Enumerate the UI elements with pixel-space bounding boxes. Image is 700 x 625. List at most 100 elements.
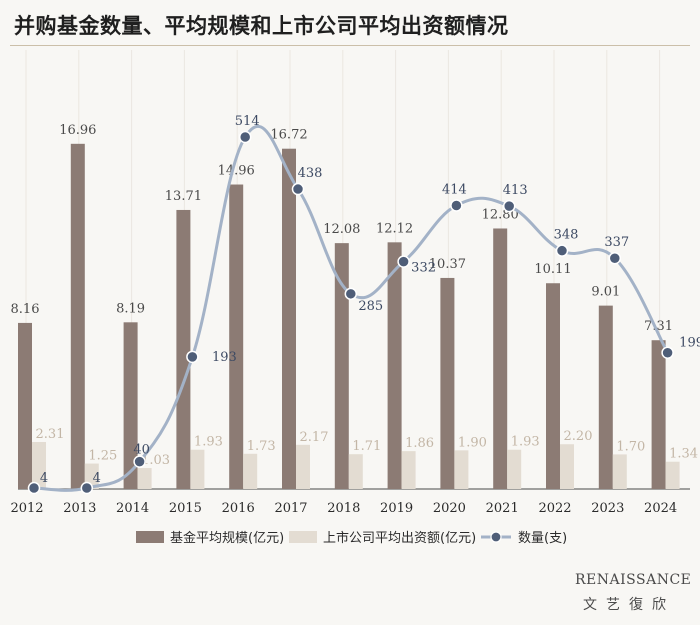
bar-fund-avg-size (651, 340, 666, 489)
line-label-fund-count: 413 (503, 183, 528, 198)
bar-label-fund-avg-size: 10.37 (429, 257, 466, 272)
bar-label-listed-co-avg-contribution: 1.70 (616, 439, 645, 454)
line-point-fund-count (27, 481, 41, 495)
bar-listed-co-avg-contribution (454, 450, 469, 489)
bar-fund-avg-size (334, 243, 349, 489)
bar-listed-co-avg-contribution (243, 453, 258, 489)
bar-listed-co-avg-contribution (560, 444, 574, 489)
bar-fund-avg-size (387, 242, 402, 489)
bar-label-listed-co-avg-contribution: 2.20 (564, 429, 593, 444)
x-tick-label: 2015 (169, 501, 202, 516)
x-tick-label: 2013 (63, 501, 96, 516)
bar-listed-co-avg-contribution (665, 461, 680, 489)
line-point-fund-count (608, 251, 622, 265)
line-label-fund-count: 332 (411, 261, 436, 276)
line-point-fund-count (397, 255, 410, 268)
bar-listed-co-avg-contribution (348, 454, 363, 489)
title-divider (10, 45, 690, 46)
bar-fund-avg-size (598, 305, 613, 489)
line-point-fund-count (186, 350, 199, 364)
line-point-fund-count (291, 182, 305, 196)
bar-listed-co-avg-contribution (190, 449, 205, 489)
bar-label-listed-co-avg-contribution: 1.93 (194, 435, 223, 450)
bar-fund-avg-size (440, 277, 455, 489)
bar-listed-co-avg-contribution (612, 454, 627, 489)
x-tick-label: 2022 (538, 501, 571, 516)
x-tick-label: 2021 (486, 501, 519, 516)
bar-label-listed-co-avg-contribution: 2.31 (36, 427, 65, 442)
legend-swatch-fund-avg-size (136, 531, 164, 543)
bar-label-fund-avg-size: 8.16 (11, 302, 40, 317)
bar-fund-avg-size (70, 143, 85, 489)
bar-label-listed-co-avg-contribution: 1.86 (405, 436, 434, 451)
bar-listed-co-avg-contribution (32, 441, 46, 489)
line-label-fund-count: 285 (358, 299, 383, 314)
bar-label-listed-co-avg-contribution: 2.17 (300, 430, 329, 445)
line-label-fund-count: 4 (93, 471, 101, 486)
brand-logo-cn: 文艺復欣 (583, 597, 675, 613)
bar-label-fund-avg-size: 16.72 (270, 128, 307, 143)
x-tick-label: 2023 (591, 501, 624, 516)
bar-label-listed-co-avg-contribution: 1.90 (458, 435, 487, 450)
x-tick-label: 2024 (644, 501, 677, 516)
x-tick-label: 2014 (116, 501, 149, 516)
x-tick-label: 2019 (380, 501, 413, 516)
bar-label-listed-co-avg-contribution: 1.73 (247, 439, 276, 454)
bar-fund-avg-size (282, 148, 296, 489)
bar-label-listed-co-avg-contribution: 1.71 (352, 439, 381, 454)
line-point-fund-count (502, 199, 516, 213)
legend-label-fund-avg-size: 基金平均规模(亿元) (170, 530, 284, 546)
bar-listed-co-avg-contribution (137, 468, 152, 489)
x-tick-label: 2016 (222, 501, 255, 516)
chart-title: 并购基金数量、平均规模和上市公司平均出资额情况 (14, 14, 509, 38)
line-point-fund-count (133, 455, 146, 468)
bar-label-listed-co-avg-contribution: 1.03 (141, 453, 170, 468)
line-point-fund-count (238, 130, 252, 144)
x-tick-label: 2012 (10, 501, 43, 516)
line-point-fund-count (555, 244, 569, 257)
bar-label-fund-avg-size: 12.08 (323, 222, 360, 237)
bar-label-fund-avg-size: 8.19 (116, 301, 145, 316)
bar-label-fund-avg-size: 12.12 (376, 221, 413, 236)
bar-label-fund-avg-size: 14.96 (218, 164, 255, 179)
bar-label-listed-co-avg-contribution: 1.34 (669, 447, 698, 462)
bar-label-fund-avg-size: 9.01 (591, 285, 620, 300)
bar-label-fund-avg-size: 13.71 (165, 189, 202, 204)
legend-marker-fund-count (490, 531, 502, 543)
legend-label-fund-count: 数量(支) (518, 531, 567, 546)
line-label-fund-count: 337 (604, 235, 629, 250)
line-point-fund-count (80, 481, 94, 495)
line-label-fund-count: 348 (554, 228, 579, 243)
bar-fund-avg-size (18, 322, 32, 489)
line-label-fund-count: 514 (235, 114, 260, 129)
bar-label-listed-co-avg-contribution: 1.25 (88, 449, 117, 464)
line-label-fund-count: 438 (298, 166, 323, 181)
line-label-fund-count: 193 (212, 350, 237, 365)
bar-fund-avg-size (123, 322, 138, 489)
bar-fund-avg-size (176, 209, 191, 489)
line-point-fund-count (344, 287, 358, 301)
line-point-fund-count (661, 346, 674, 359)
bar-fund-avg-size (546, 283, 560, 489)
bar-label-listed-co-avg-contribution: 1.93 (511, 435, 540, 450)
legend-label-listed-co-avg-contribution: 上市公司平均出资额(亿元) (323, 530, 476, 546)
x-tick-label: 2017 (274, 501, 307, 516)
bar-label-fund-avg-size: 7.31 (644, 319, 673, 334)
bar-label-fund-avg-size: 16.96 (59, 123, 96, 138)
bar-fund-avg-size (229, 184, 244, 489)
line-label-fund-count: 40 (133, 443, 150, 458)
line-point-fund-count (450, 199, 463, 212)
bar-listed-co-avg-contribution (401, 451, 416, 489)
bar-fund-avg-size (493, 228, 508, 489)
line-label-fund-count: 414 (442, 182, 467, 197)
x-tick-label: 2020 (433, 501, 466, 516)
line-label-fund-count: 4 (40, 471, 48, 486)
line-label-fund-count: 199 (679, 336, 700, 351)
x-tick-label: 2018 (327, 501, 360, 516)
bar-listed-co-avg-contribution (296, 444, 310, 489)
brand-logo-en: RENAISSANCE (575, 572, 692, 588)
legend-swatch-listed-co-avg-contribution (289, 531, 317, 543)
bar-label-fund-avg-size: 10.11 (534, 262, 571, 277)
bar-listed-co-avg-contribution (507, 449, 522, 489)
